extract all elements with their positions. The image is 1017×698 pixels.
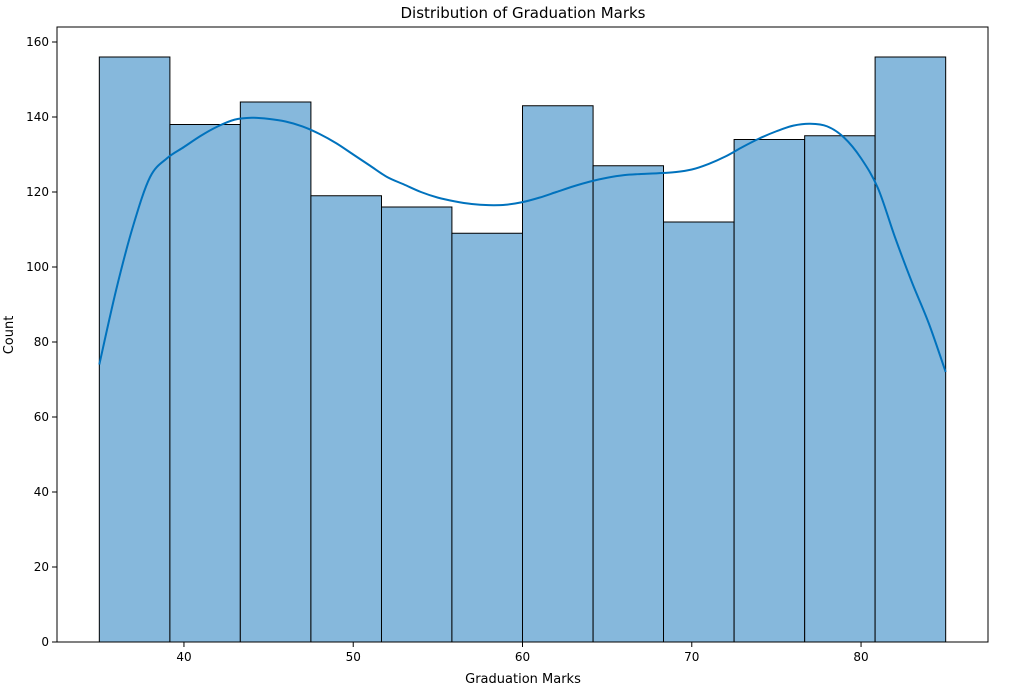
- y-tick-label-0: 0: [41, 635, 49, 649]
- kde-curve-group: [98, 116, 947, 373]
- histogram-bar-12: [874, 56, 947, 643]
- y-axis: 0 20 40 60 80 100 120 140 160: [26, 35, 57, 649]
- histogram-bar-11: [804, 135, 876, 643]
- y-tick-label-100: 100: [26, 260, 49, 274]
- histogram-bar-2: [169, 124, 241, 643]
- histogram-bar-3: [239, 101, 312, 643]
- kde-curve: [98, 116, 947, 373]
- histogram-bar-4: [310, 195, 382, 643]
- x-tick-label-50: 50: [346, 650, 361, 664]
- x-tick-label-80: 80: [853, 650, 868, 664]
- x-tick-label-60: 60: [515, 650, 530, 664]
- x-axis-label: Graduation Marks: [465, 672, 581, 687]
- histogram-bar-1: [98, 56, 171, 643]
- histogram-bar-9: [663, 221, 735, 643]
- y-tick-label-160: 160: [26, 35, 49, 49]
- histogram-bar-7: [522, 105, 594, 643]
- y-axis-label: Count: [2, 316, 17, 355]
- histogram-bar-10: [733, 139, 806, 643]
- chart-title: Distribution of Graduation Marks: [400, 4, 645, 22]
- x-axis: 40 50 60 70 80: [176, 642, 869, 664]
- y-tick-label-40: 40: [34, 485, 49, 499]
- x-tick-label-40: 40: [176, 650, 191, 664]
- y-tick-label-140: 140: [26, 110, 49, 124]
- histogram-bars: [98, 56, 947, 643]
- histogram-bar-8: [592, 165, 665, 643]
- histogram-bar-6: [451, 232, 523, 643]
- plot-frame: [56, 26, 989, 643]
- x-tick-label-70: 70: [684, 650, 699, 664]
- y-tick-label-120: 120: [26, 185, 49, 199]
- histogram-bar-5: [380, 206, 453, 643]
- y-tick-label-80: 80: [34, 335, 49, 349]
- y-tick-label-20: 20: [34, 560, 49, 574]
- y-tick-label-60: 60: [34, 410, 49, 424]
